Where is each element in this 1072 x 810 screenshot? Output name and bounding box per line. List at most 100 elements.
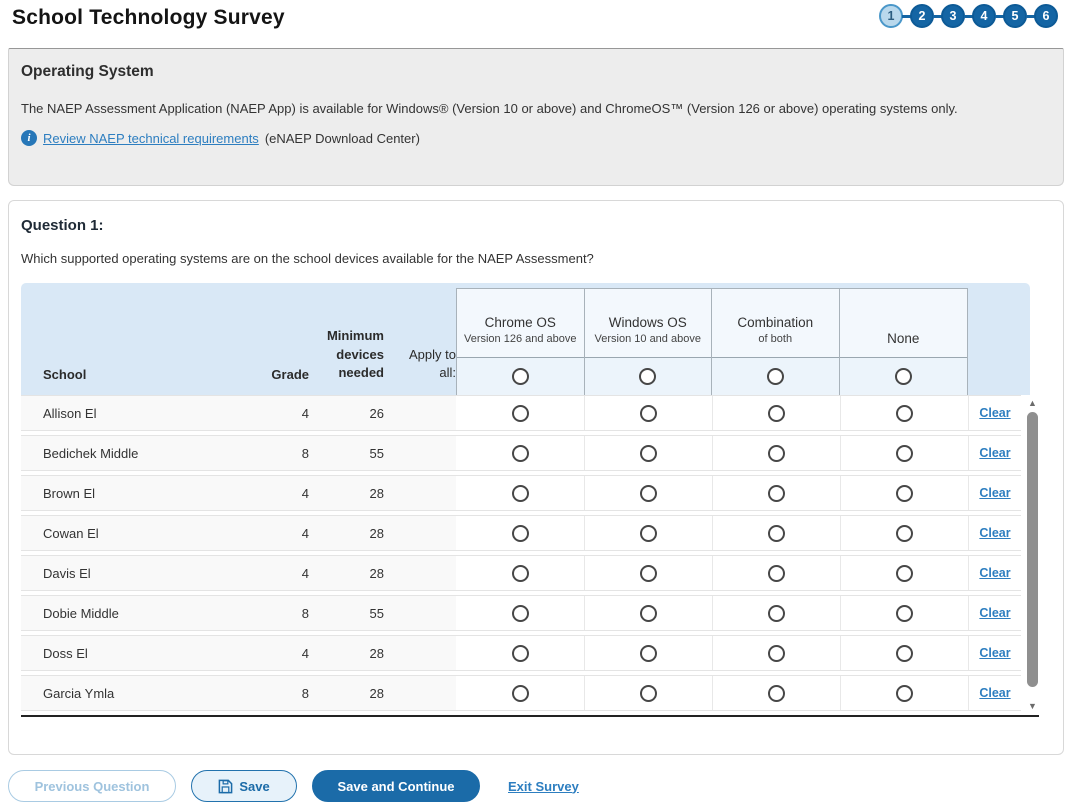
step-3[interactable]: 3 [941,4,965,28]
radio-chrome-os-apply-all[interactable] [511,368,529,385]
column-header-school: School [43,367,87,382]
clear-row-brown-el[interactable]: Clear [979,486,1011,500]
link-suffix: (eNAEP Download Center) [264,130,420,146]
scroll-up-icon[interactable]: ▲ [1028,398,1037,408]
devices-value: 28 [309,476,384,510]
radio-combination-garcia-ymla[interactable] [768,684,785,702]
radio-combination-apply-all[interactable] [766,368,784,385]
radio-chrome-os-garcia-ymla[interactable] [511,684,529,702]
radio-cell [712,476,840,510]
step-6[interactable]: 6 [1034,4,1058,28]
radio-chrome-os-brown-el[interactable] [511,484,529,502]
apply-all-cell [457,358,584,395]
radio-combination-brown-el[interactable] [768,484,785,502]
school-name: Garcia Ymla [21,676,249,710]
operating-system-panel: Operating System The NAEP Assessment App… [8,48,1064,186]
radio-none-bedichek-middle[interactable] [896,444,913,462]
radio-cell [584,556,712,590]
radio-chrome-os-dobie-middle[interactable] [511,604,529,622]
radio-none-cowan-el[interactable] [896,524,913,542]
clear-cell: Clear [968,476,1021,510]
option-title: Windows OS [608,314,687,330]
stepper-connector [964,14,973,18]
devices-value: 28 [309,636,384,670]
radio-windows-os-apply-all[interactable] [639,368,657,385]
radio-cell [456,596,584,630]
radio-none-apply-all[interactable] [894,368,912,385]
radio-windows-os-davis-el[interactable] [640,564,657,582]
radio-none-davis-el[interactable] [896,564,913,582]
table-row-brown-el: Brown El 4 28 Clear [21,475,1021,511]
clear-row-garcia-ymla[interactable]: Clear [979,686,1011,700]
radio-combination-davis-el[interactable] [768,564,785,582]
radio-windows-os-dobie-middle[interactable] [640,604,657,622]
radio-cell [584,476,712,510]
row-spacer [384,636,456,670]
radio-cell [712,556,840,590]
radio-combination-allison-el[interactable] [768,404,785,422]
row-spacer [384,516,456,550]
save-and-continue-button[interactable]: Save and Continue [312,770,480,802]
grade-value: 4 [249,476,309,510]
clear-row-dobie-middle[interactable]: Clear [979,606,1011,620]
clear-row-cowan-el[interactable]: Clear [979,526,1011,540]
question-card: Question 1: Which supported operating sy… [8,200,1064,755]
column-header-grade: Grade [271,367,309,382]
option-subtitle: Version 10 and above [594,333,701,346]
radio-windows-os-allison-el[interactable] [640,404,657,422]
radio-chrome-os-davis-el[interactable] [511,564,529,582]
step-5[interactable]: 5 [1003,4,1027,28]
stepper-connector [933,14,942,18]
radio-windows-os-doss-el[interactable] [640,644,657,662]
radio-windows-os-brown-el[interactable] [640,484,657,502]
previous-question-button[interactable]: Previous Question [8,770,176,802]
radio-windows-os-cowan-el[interactable] [640,524,657,542]
option-column-none: None [839,289,967,395]
exit-survey-link[interactable]: Exit Survey [508,778,579,794]
page-title: School Technology Survey [12,6,285,29]
technical-requirements-link[interactable]: Review NAEP technical requirements [43,130,259,146]
save-button[interactable]: Save [191,770,297,802]
clear-cell: Clear [968,596,1021,630]
radio-combination-dobie-middle[interactable] [768,604,785,622]
radio-cell [584,516,712,550]
clear-cell: Clear [968,556,1021,590]
radio-none-garcia-ymla[interactable] [896,684,913,702]
radio-combination-bedichek-middle[interactable] [768,444,785,462]
clear-row-allison-el[interactable]: Clear [979,406,1011,420]
clear-row-doss-el[interactable]: Clear [979,646,1011,660]
radio-combination-doss-el[interactable] [768,644,785,662]
radio-chrome-os-doss-el[interactable] [511,644,529,662]
radio-none-doss-el[interactable] [896,644,913,662]
radio-chrome-os-allison-el[interactable] [511,404,529,422]
school-name: Dobie Middle [21,596,249,630]
radio-chrome-os-cowan-el[interactable] [511,524,529,542]
table-scrollbar[interactable]: ▲ ▼ [1026,397,1039,715]
radio-none-brown-el[interactable] [896,484,913,502]
devices-value: 28 [309,676,384,710]
row-spacer [384,556,456,590]
radio-cell [712,596,840,630]
school-name: Davis El [21,556,249,590]
scrollbar-thumb[interactable] [1027,412,1038,687]
clear-row-davis-el[interactable]: Clear [979,566,1011,580]
devices-value: 55 [309,596,384,630]
clear-row-bedichek-middle[interactable]: Clear [979,446,1011,460]
radio-none-allison-el[interactable] [896,404,913,422]
step-4[interactable]: 4 [972,4,996,28]
radio-windows-os-garcia-ymla[interactable] [640,684,657,702]
radio-cell [840,596,968,630]
table-row-bedichek-middle: Bedichek Middle 8 55 Clear [21,435,1021,471]
option-title: Chrome OS [484,314,556,330]
grade-value: 8 [249,676,309,710]
radio-windows-os-bedichek-middle[interactable] [640,444,657,462]
scroll-down-icon[interactable]: ▼ [1028,701,1037,711]
radio-cell [456,396,584,430]
clear-cell: Clear [968,396,1021,430]
step-1[interactable]: 1 [879,4,903,28]
radio-none-dobie-middle[interactable] [896,604,913,622]
radio-combination-cowan-el[interactable] [768,524,785,542]
step-2[interactable]: 2 [910,4,934,28]
column-header-min-devices: Minimum devices needed [326,328,384,380]
radio-chrome-os-bedichek-middle[interactable] [511,444,529,462]
